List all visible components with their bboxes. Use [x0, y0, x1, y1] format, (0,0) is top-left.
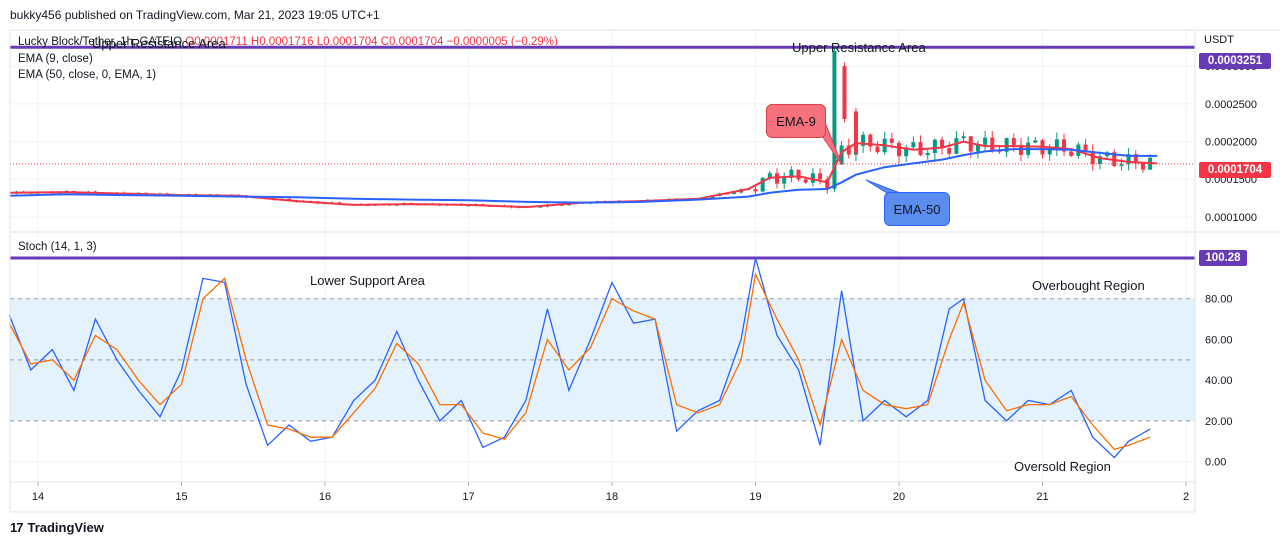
candle-body	[538, 206, 543, 208]
candle-body	[832, 51, 837, 180]
candle-body	[983, 137, 988, 145]
tradingview-logo-icon: 17	[10, 520, 24, 535]
candle-body	[1004, 138, 1009, 152]
candle-body	[1069, 151, 1074, 156]
candle-body	[1083, 144, 1088, 151]
price-tag-last: 0.0001704	[1199, 162, 1271, 178]
candle-body	[925, 153, 930, 156]
candle-body	[947, 148, 952, 154]
candle-body	[954, 138, 959, 154]
x-tick-label: 16	[319, 491, 331, 503]
axes: 141516171819202120.00030000.00025000.000…	[9, 29, 1280, 513]
candle-body	[1090, 150, 1095, 165]
candle-body	[1097, 156, 1102, 165]
legend-stoch[interactable]: Stoch (14, 1, 3)	[18, 241, 97, 253]
x-tick-label: 17	[462, 491, 474, 503]
x-tick-label: 18	[606, 491, 618, 503]
candle-body	[1062, 139, 1067, 152]
candle-body	[1047, 149, 1052, 155]
stoch-tick-label: 40.00	[1205, 375, 1233, 387]
candle-body	[932, 139, 937, 154]
candle-body	[760, 177, 765, 192]
x-tick-label: 20	[893, 491, 905, 503]
stoch-tick-label: 20.00	[1205, 416, 1233, 428]
callout-ema9: EMA-9	[766, 104, 826, 138]
callout-ema50: EMA-50	[884, 192, 950, 226]
candle-body	[796, 169, 801, 180]
annotation-upper-resistance-right: Upper Resistance Area	[792, 40, 926, 55]
x-tick-label: 15	[175, 491, 187, 503]
axis-currency: USDT	[1204, 34, 1234, 46]
candle-body	[997, 150, 1002, 152]
candle-body	[1133, 154, 1138, 164]
candle-body	[904, 147, 909, 157]
candle-body	[789, 169, 794, 178]
x-tick-label: 2	[1183, 491, 1189, 503]
legend-ema9[interactable]: EMA (9, close)	[18, 53, 93, 65]
candle-body	[940, 139, 945, 149]
candle-body	[875, 146, 880, 153]
candles	[14, 47, 1153, 209]
candle-body	[897, 142, 901, 157]
price-tag-resistance: 0.0003251	[1199, 53, 1271, 69]
candle-body	[782, 177, 787, 184]
candle-body	[731, 192, 736, 194]
candle-body	[853, 111, 858, 153]
price-tick-label: 0.0001000	[1205, 212, 1257, 224]
candle-body	[846, 145, 851, 155]
candle-body	[753, 189, 758, 192]
x-tick-label: 21	[1036, 491, 1048, 503]
annotation-lower-support: Lower Support Area	[310, 273, 425, 288]
stoch-tick-label: 60.00	[1205, 334, 1233, 346]
ema9-line	[9, 140, 1158, 209]
series-lines	[8, 45, 1195, 459]
annotation-overbought: Overbought Region	[1032, 278, 1145, 293]
stoch-k-line	[8, 257, 1151, 459]
candle-body	[825, 179, 830, 189]
candle-body	[1033, 140, 1038, 143]
legend-symbol[interactable]: Lucky Block/Tether, 1h, GATEIO O0.000171…	[18, 36, 558, 48]
candle-body	[990, 137, 995, 151]
candle-body	[1140, 163, 1145, 170]
annotation-oversold: Oversold Region	[1014, 459, 1111, 474]
ema50-line	[9, 148, 1158, 204]
candle-body	[1011, 138, 1016, 145]
callout-ema9-label: EMA-9	[776, 113, 816, 129]
candle-body	[911, 142, 916, 148]
candle-body	[1126, 154, 1131, 165]
stoch-tick-label: 0.00	[1205, 457, 1226, 469]
candle-body	[889, 138, 894, 143]
publisher-line: bukky456 published on TradingView.com, M…	[10, 8, 380, 22]
candle-body	[839, 145, 844, 165]
candle-body	[961, 136, 966, 139]
x-tick-label: 14	[32, 491, 44, 503]
candle-body	[710, 195, 715, 199]
candle-body	[975, 144, 980, 152]
annotation-upper-resistance-left: Upper Resistance Area	[92, 36, 226, 51]
price-tick-label: 0.0002000	[1205, 137, 1257, 149]
x-tick-label: 19	[749, 491, 761, 503]
candle-body	[842, 66, 847, 119]
legend-symbol-name: Lucky Block/Tether, 1h, GATEIO	[18, 36, 183, 48]
candle-body	[861, 134, 866, 146]
candle-body	[775, 173, 780, 184]
tradingview-logo[interactable]: 17 TradingView	[10, 520, 104, 535]
candle-body	[1119, 164, 1124, 166]
price-tag-stoch: 100.28	[1199, 250, 1247, 266]
grid	[10, 30, 1195, 482]
candle-body	[868, 134, 873, 147]
candle-body	[1054, 139, 1059, 150]
candle-body	[803, 179, 808, 183]
candle-body	[767, 173, 772, 178]
stoch-d-line	[8, 272, 1151, 451]
legend-ema50[interactable]: EMA (50, close, 0, EMA, 1)	[18, 69, 157, 81]
stoch-tick-label: 80.00	[1205, 294, 1233, 306]
tradingview-brand: TradingView	[27, 520, 104, 535]
legend-ohlc: O0.0001711 H0.0001716 L0.0001704 C0.0001…	[185, 36, 558, 48]
candle-body	[818, 173, 823, 180]
candle-body	[810, 173, 815, 183]
callout-ema50-label: EMA-50	[893, 201, 941, 217]
price-tick-label: 0.0002500	[1205, 99, 1257, 111]
